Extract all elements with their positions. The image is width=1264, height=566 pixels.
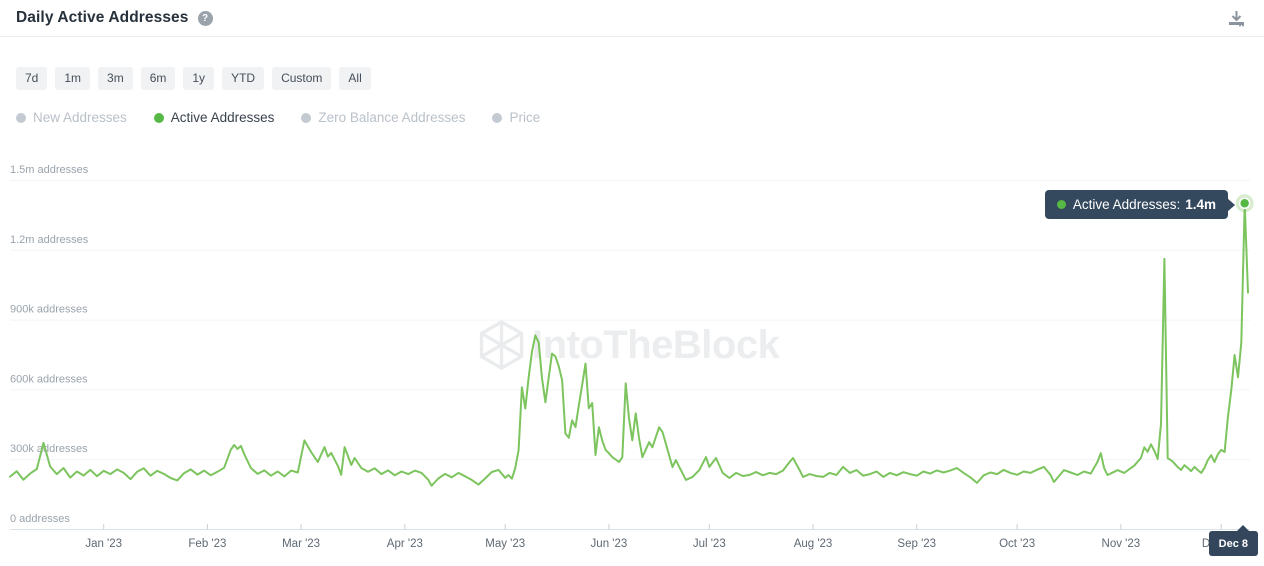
watermark-text: IntoTheBlock: [532, 322, 780, 367]
range-button-all[interactable]: All: [339, 67, 371, 90]
widget-header: Daily Active Addresses ?: [0, 0, 1264, 37]
download-button[interactable]: [1225, 8, 1248, 29]
legend-item-price[interactable]: Price: [492, 110, 540, 125]
range-toolbar: 7d 1m 3m 6m 1y YTD Custom All: [16, 67, 371, 90]
range-button-ytd[interactable]: YTD: [222, 67, 265, 90]
y-axis-label: 300k addresses: [10, 443, 88, 455]
x-axis-label: Mar '23: [282, 538, 320, 550]
intotheblock-watermark: IntoTheBlock: [478, 320, 780, 370]
range-button-1m[interactable]: 1m: [55, 67, 91, 90]
legend-label: Price: [509, 110, 541, 125]
y-axis-label: 0 addresses: [10, 513, 70, 525]
x-axis-label: Oct '23: [999, 538, 1035, 550]
intotheblock-logo-icon: [479, 320, 524, 370]
legend-label: Active Addresses: [170, 110, 275, 125]
x-axis-label: Apr '23: [387, 538, 423, 550]
x-axis-label: May '23: [485, 538, 525, 550]
help-icon[interactable]: ?: [197, 10, 213, 26]
legend-dot-icon: [301, 112, 312, 123]
legend-label: Zero Balance Addresses: [318, 110, 466, 125]
tooltip-value: 1.4m: [1185, 197, 1216, 212]
tooltip-series-label: Active Addresses:: [1072, 197, 1181, 212]
x-axis-label: Jul '23: [693, 538, 726, 550]
range-button-7d[interactable]: 7d: [16, 67, 48, 90]
range-button-3m[interactable]: 3m: [98, 67, 133, 90]
y-axis-label: 600k addresses: [10, 373, 88, 385]
y-axis-label: 1.5m addresses: [10, 164, 89, 176]
chart-legend: New Addresses Active Addresses Zero Bala…: [16, 110, 540, 125]
active-addresses-line: [9, 202, 1249, 487]
x-axis-label: Jun '23: [591, 538, 628, 550]
x-axis-label: Feb '23: [188, 538, 226, 550]
legend-item-active-addresses[interactable]: Active Addresses: [153, 110, 275, 125]
x-axis-label: Aug '23: [794, 538, 833, 550]
legend-label: New Addresses: [33, 110, 127, 125]
y-axis-label: 900k addresses: [10, 304, 88, 316]
legend-item-zero-balance-addresses[interactable]: Zero Balance Addresses: [301, 110, 465, 125]
range-button-1y[interactable]: 1y: [183, 67, 215, 90]
hover-date-badge: Dec 8: [1208, 525, 1258, 556]
range-button-6m[interactable]: 6m: [140, 67, 176, 90]
series-dot-icon: [1056, 200, 1066, 209]
legend-dot-icon: [16, 112, 26, 123]
hover-tooltip: Active Addresses: 1.4m: [1044, 190, 1236, 219]
hover-point-marker: [1238, 197, 1251, 210]
x-axis-label: Nov '23: [1102, 538, 1141, 550]
y-axis-label: 1.2m addresses: [10, 234, 89, 246]
download-icon: [1229, 10, 1244, 26]
x-axis-label: Sep '23: [897, 538, 936, 550]
range-button-custom[interactable]: Custom: [272, 67, 332, 90]
legend-dot-icon: [492, 112, 503, 123]
page-title: Daily Active Addresses: [16, 9, 189, 26]
legend-dot-icon: [153, 112, 164, 123]
legend-item-new-addresses[interactable]: New Addresses: [16, 110, 127, 125]
x-axis-label: Jan '23: [85, 538, 122, 550]
